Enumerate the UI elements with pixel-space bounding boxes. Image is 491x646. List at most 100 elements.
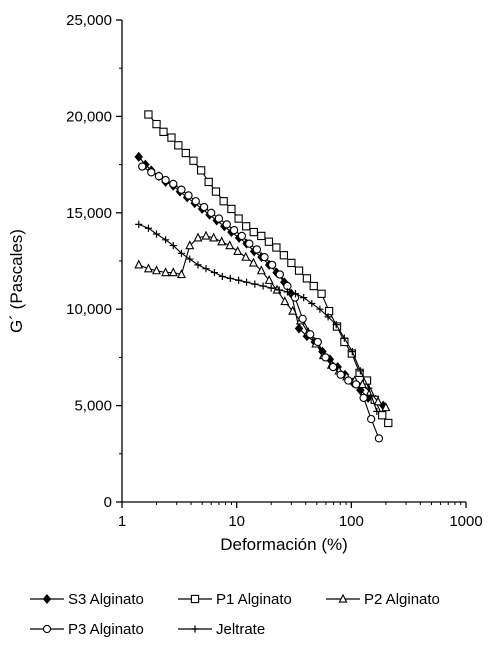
data-point [241, 251, 251, 261]
data-point [373, 407, 381, 415]
data-point [159, 127, 168, 136]
data-point [144, 224, 153, 232]
legend: S3 Alginato P1 Alginato P2 Alginato P3 Algi… [30, 591, 440, 638]
data-point [152, 119, 161, 129]
data-point [356, 367, 365, 375]
data-point [168, 267, 178, 277]
data-point [144, 110, 153, 119]
data-point [201, 230, 211, 240]
data-point [147, 168, 156, 177]
data-point [259, 282, 267, 290]
data-point [324, 306, 334, 316]
legend-marker [190, 594, 200, 604]
data-point [275, 286, 283, 294]
data-point [189, 156, 198, 165]
data-point [340, 334, 348, 342]
data-point [194, 261, 202, 269]
data-point [196, 166, 206, 175]
data-point [365, 384, 373, 392]
data-point [237, 231, 247, 241]
data-point [185, 240, 195, 250]
data-point [134, 259, 144, 269]
legend-label: Jeltrate [216, 621, 265, 638]
data-point [181, 148, 190, 158]
data-point [161, 267, 171, 277]
data-point [260, 252, 269, 262]
data-point [257, 231, 266, 241]
data-point [210, 268, 219, 277]
y-axis-title: G´ (Pascales) [7, 229, 26, 333]
legend-item-p1-alginato: P1 Alginato [178, 591, 292, 608]
data-point [374, 434, 384, 443]
data-point [294, 323, 304, 334]
data-point [225, 240, 235, 250]
data-point [226, 274, 234, 282]
data-point [279, 251, 289, 260]
legend-marker [42, 624, 52, 634]
data-point [152, 230, 161, 238]
data-point [202, 265, 210, 273]
data-point [204, 177, 213, 187]
x-tick-label: 1 [118, 513, 126, 530]
data-point [283, 288, 292, 296]
legend-label: P2 Alginato [364, 591, 440, 608]
x-tick-label: 100 [339, 513, 364, 530]
legend-label: S3 Alginato [68, 591, 144, 608]
data-point [267, 284, 275, 292]
data-point [209, 232, 219, 242]
legend-label: P1 Alginato [216, 591, 292, 608]
data-point [214, 214, 224, 223]
data-point [313, 337, 322, 347]
data-point [229, 226, 239, 235]
data-point [308, 299, 316, 308]
data-point [138, 162, 147, 171]
data-point [332, 321, 340, 329]
data-point [169, 241, 177, 250]
series-p1-alginato [144, 110, 393, 428]
data-point [184, 191, 193, 200]
data-point [268, 260, 277, 270]
data-point [298, 314, 307, 323]
data-point [227, 204, 236, 214]
data-point [167, 133, 176, 142]
legend-marker [191, 625, 199, 633]
data-point [378, 411, 387, 420]
data-point [218, 272, 226, 281]
data-point [256, 265, 266, 275]
y-tick-label: 20,000 [66, 108, 112, 125]
data-point [199, 202, 209, 212]
data-point [207, 208, 216, 217]
data-point [348, 348, 356, 356]
data-point [280, 296, 290, 306]
data-point [252, 245, 262, 254]
data-point [316, 305, 324, 313]
series-layer [134, 110, 393, 443]
data-point [357, 379, 367, 389]
series-jeltrate [135, 220, 381, 415]
data-point [317, 289, 326, 298]
legend-item-p3-alginato: P3 Alginato [30, 621, 144, 638]
data-point [367, 414, 376, 424]
data-point [264, 237, 274, 246]
data-point [152, 265, 162, 275]
y-tick-label: 15,000 [66, 205, 112, 222]
series-s3-alginato [134, 151, 388, 411]
legend-marker [42, 594, 52, 604]
data-point [344, 376, 353, 385]
data-point [177, 249, 186, 257]
data-point [291, 290, 300, 298]
x-axis-title: Deformación (%) [220, 535, 348, 554]
legend-label: P3 Alginato [68, 621, 144, 638]
data-point [217, 236, 227, 246]
data-point [300, 294, 308, 302]
data-point [324, 313, 332, 321]
data-point [275, 270, 284, 279]
x-tick-label: 1000 [449, 513, 482, 530]
data-point [336, 370, 345, 379]
data-point [186, 255, 194, 263]
data-point [234, 214, 243, 223]
y-tick-label: 25,000 [66, 12, 112, 29]
data-point [248, 257, 258, 267]
axes: 0 5,000 10,000 15,000 20,000 25,000 1 10 100 1000 [66, 12, 483, 530]
